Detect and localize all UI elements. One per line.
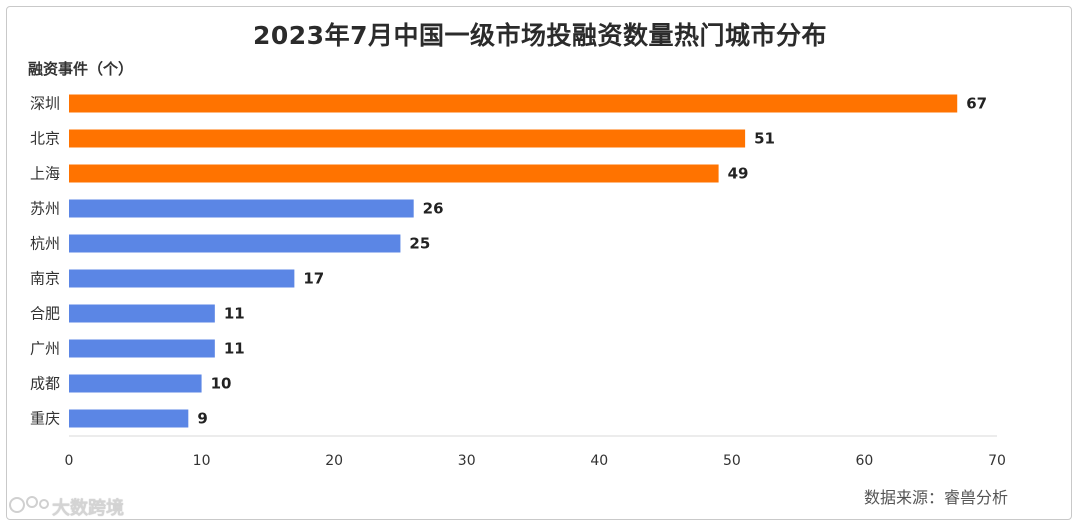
category-label-3: 苏州 [30,200,60,218]
data-label-4: 25 [409,235,430,253]
data-label-0: 67 [966,95,987,113]
bar-1 [69,129,746,148]
x-tick-label-3: 30 [458,453,476,469]
data-label-2: 49 [728,165,749,183]
category-label-2: 上海 [30,165,60,183]
bar-2 [69,164,719,183]
bar-4 [69,234,401,253]
chart-frame [6,6,1072,520]
x-tick-label-1: 10 [193,453,211,469]
bar-9 [69,409,189,428]
bar-8 [69,374,202,393]
x-tick-label-4: 40 [590,453,608,469]
x-tick-label-6: 60 [856,453,874,469]
x-tick-label-5: 50 [723,453,741,469]
data-label-8: 10 [211,375,232,393]
data-label-1: 51 [754,130,775,148]
bar-6 [69,304,215,323]
data-label-6: 11 [224,305,245,323]
data-source: 数据来源：睿兽分析 [863,488,1008,507]
category-label-7: 广州 [30,340,60,358]
category-label-4: 杭州 [30,235,60,253]
category-label-1: 北京 [30,130,60,148]
bar-5 [69,269,295,288]
watermark-logo-icon [9,496,49,513]
category-label-8: 成都 [30,375,60,393]
bar-0 [69,94,958,113]
x-tick-label-7: 70 [988,453,1006,469]
bar-3 [69,199,414,218]
chart-title: 2023年7月中国一级市场投融资数量热门城市分布 [253,21,827,50]
data-label-3: 26 [423,200,444,218]
x-tick-label-0: 0 [65,453,74,469]
category-label-9: 重庆 [30,410,60,428]
category-label-0: 深圳 [30,95,60,113]
watermark-text: 大数跨境 [52,498,124,519]
axis-label-y: 融资事件（个） [28,60,134,78]
category-label-5: 南京 [30,270,60,288]
x-tick-label-2: 20 [325,453,343,469]
category-label-6: 合肥 [30,305,60,323]
bar-7 [69,339,215,358]
data-label-9: 9 [197,410,207,428]
data-label-7: 11 [224,340,245,358]
data-label-5: 17 [303,270,324,288]
